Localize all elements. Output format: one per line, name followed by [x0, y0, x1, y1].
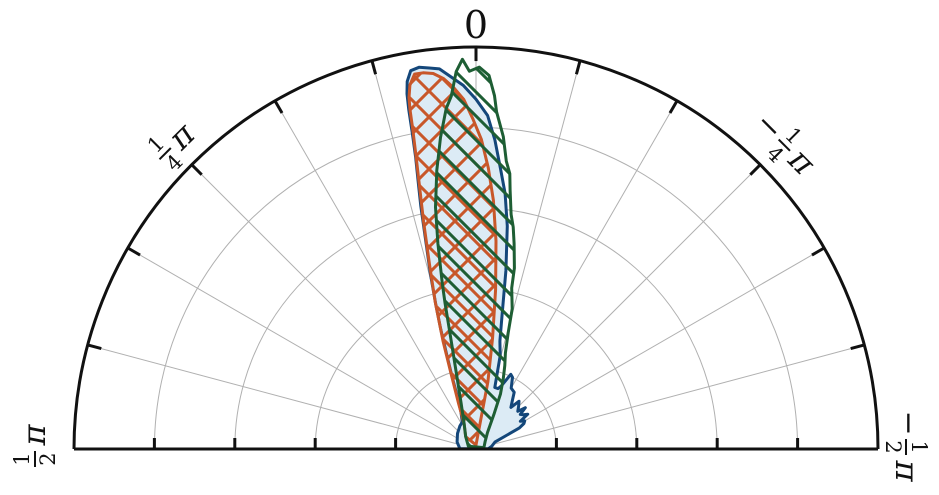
angular-gridline	[274, 100, 477, 450]
arc-tick	[668, 100, 679, 114]
tick-label-neg-half-pi: − 12 π	[881, 410, 931, 482]
angular-gridline	[127, 247, 477, 450]
arc-tick	[190, 163, 203, 176]
angular-gridline	[475, 247, 825, 450]
tick-label-sign: −	[891, 410, 926, 435]
series-green	[434, 57, 516, 450]
axis-layer	[72, 45, 880, 451]
angular-gridline	[475, 164, 761, 450]
arc-tick	[574, 60, 582, 75]
arc-tick	[370, 60, 378, 75]
tick-label-numerator: 1	[907, 440, 931, 453]
tick-label-quarter-pi: 14π	[143, 114, 203, 176]
tick-label-fraction-bar	[158, 147, 172, 161]
tick-label-numerator: 1	[10, 452, 34, 465]
arc-tick	[273, 100, 284, 114]
tick-label-pi: π	[15, 424, 53, 447]
arc-tick	[850, 343, 865, 351]
tick-label-pi: π	[888, 459, 926, 482]
tick-label-denominator: 2	[881, 440, 905, 453]
arc-tick	[749, 163, 762, 176]
tick-label-fraction-bar	[777, 138, 791, 152]
angular-gridline	[475, 344, 865, 450]
arc-tick	[87, 343, 102, 351]
arc-tick	[811, 246, 825, 257]
series-layer	[405, 57, 530, 451]
angular-gridline	[87, 344, 477, 450]
tick-label-half-pi: 1 2 π	[10, 424, 60, 467]
tick-label-neg-quarter-pi: −14π	[748, 105, 824, 183]
angular-gridline	[191, 164, 477, 450]
arc-tick	[127, 246, 141, 257]
tick-label-denominator: 2	[36, 452, 60, 465]
tick-label-0: 0	[464, 3, 488, 47]
